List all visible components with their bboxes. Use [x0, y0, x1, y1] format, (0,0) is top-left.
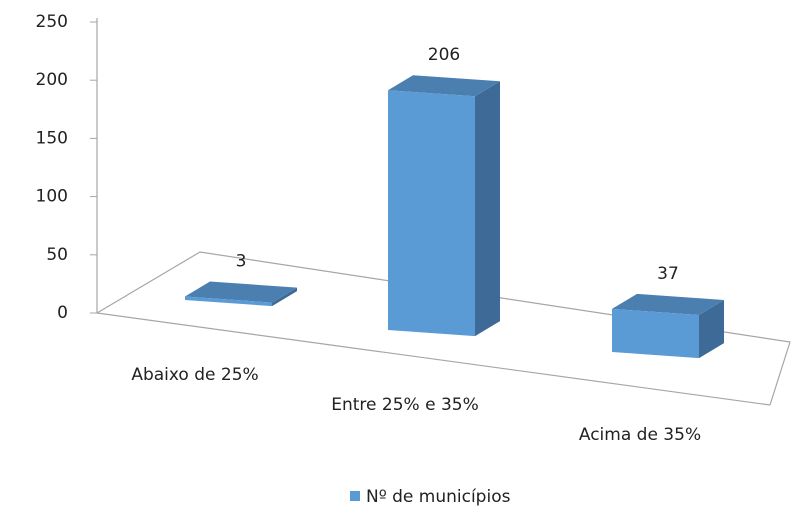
bar-top	[612, 293, 724, 316]
bar-side	[272, 287, 297, 307]
y-tick-label: 200	[36, 70, 68, 90]
bar-top	[185, 281, 297, 303]
x-tick-label: Abaixo de 25%	[131, 365, 258, 385]
y-tick-label: 100	[36, 187, 68, 207]
data-label: 37	[657, 264, 679, 284]
legend-swatch	[350, 491, 360, 501]
bar-front	[388, 90, 475, 337]
y-tick-label: 150	[36, 128, 68, 148]
legend-label: Nº de municípios	[366, 487, 511, 507]
y-tick-label: 250	[36, 12, 68, 32]
bar-front	[185, 296, 272, 307]
bar-top	[388, 75, 500, 97]
y-tick-label: 0	[57, 303, 68, 323]
data-label: 206	[428, 45, 460, 65]
y-tick-label: 50	[46, 245, 68, 265]
data-label: 3	[236, 252, 247, 272]
x-tick-label: Acima de 35%	[579, 425, 701, 445]
bar-side	[475, 81, 500, 337]
bar-side	[699, 300, 724, 359]
floor-front-edge	[96, 312, 771, 406]
bar-front	[612, 308, 699, 359]
x-tick-label: Entre 25% e 35%	[331, 395, 479, 415]
